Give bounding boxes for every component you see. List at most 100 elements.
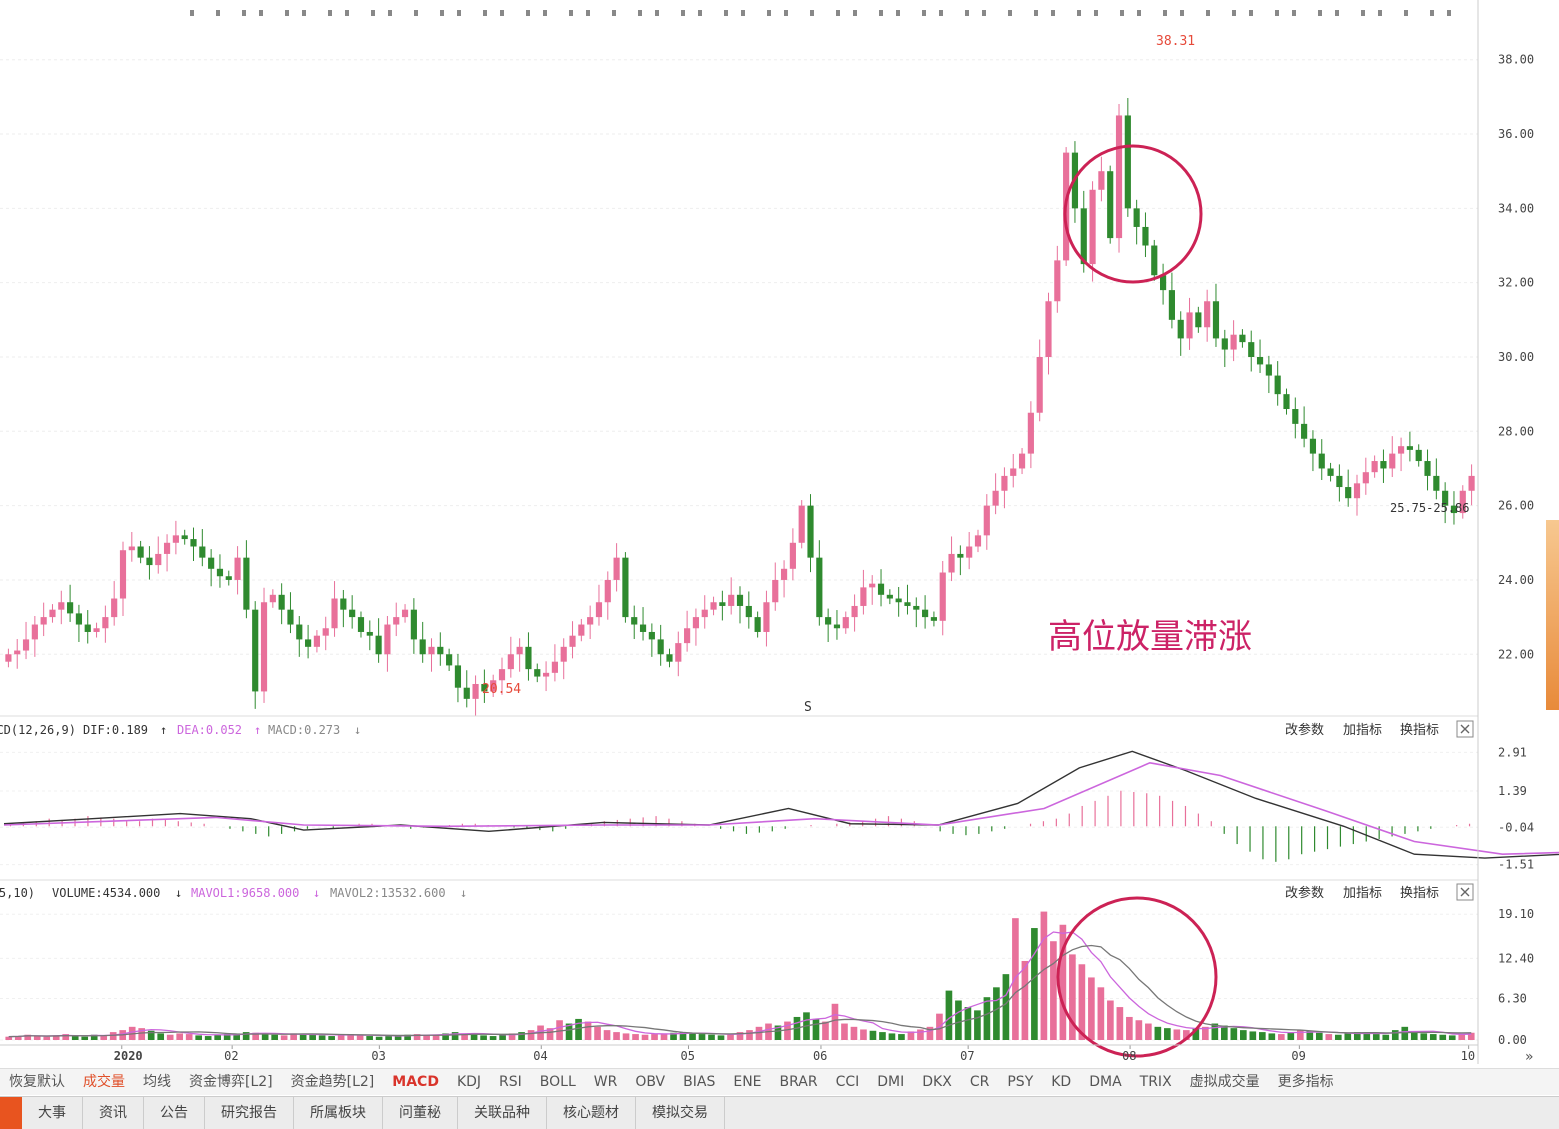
- event-marker: [242, 10, 246, 16]
- vol-title: VOL(5,10): [0, 886, 35, 900]
- tab-volume[interactable]: 成交量: [83, 1074, 125, 1090]
- tab-brar[interactable]: BRAR: [779, 1074, 818, 1090]
- tab-cci[interactable]: CCI: [835, 1074, 860, 1090]
- volume-bar: [1401, 1026, 1409, 1040]
- news-tab-core-theme[interactable]: 核心题材: [547, 1097, 636, 1129]
- tab-kdj[interactable]: KDJ: [456, 1074, 482, 1090]
- candle-body: [886, 594, 893, 599]
- vol-link-switch-indicator[interactable]: 换指标: [1400, 886, 1439, 901]
- candle-body: [798, 505, 805, 543]
- tab-virtual-volume[interactable]: 虚拟成交量: [1189, 1074, 1260, 1090]
- candle-body: [1168, 290, 1175, 320]
- news-tab-simulated-trading[interactable]: 模拟交易: [636, 1097, 725, 1129]
- volume-bar: [641, 1034, 649, 1040]
- volume-bar: [366, 1036, 373, 1040]
- vol-tick-label: 12.40: [1498, 951, 1534, 965]
- volume-bar: [81, 1036, 89, 1040]
- volume-bar: [1088, 977, 1095, 1040]
- tab-fund-trend[interactable]: 资金趋势[L2]: [290, 1074, 375, 1090]
- tab-boll[interactable]: BOLL: [539, 1074, 576, 1090]
- tab-ene[interactable]: ENE: [733, 1074, 762, 1090]
- x-tick-label: 09: [1291, 1049, 1305, 1063]
- vol-link-edit-params[interactable]: 改参数: [1285, 885, 1324, 901]
- candle-body: [1442, 490, 1449, 506]
- candle-body: [701, 609, 708, 618]
- volume-bar: [1221, 1025, 1228, 1040]
- volume-bar: [204, 1036, 212, 1040]
- x-axis: 2020 02 03 04 05 06 07 08 09 10: [0, 1044, 1478, 1063]
- volume-bar: [746, 1030, 753, 1040]
- candle-body: [111, 598, 118, 618]
- tab-dmi[interactable]: DMI: [877, 1074, 905, 1090]
- volume-bar: [1325, 1034, 1333, 1040]
- volume-bar: [1002, 974, 1010, 1040]
- macd-link-switch-indicator[interactable]: 换指标: [1400, 723, 1439, 738]
- candle-body: [1239, 334, 1246, 343]
- macd-link-add-indicator[interactable]: 加指标: [1343, 723, 1382, 738]
- volume-bar: [1145, 1023, 1152, 1040]
- volume-bar: [90, 1034, 98, 1040]
- candle-body: [710, 602, 717, 610]
- x-tick-label: 06: [813, 1049, 827, 1063]
- vol-link-add-indicator[interactable]: 加指标: [1343, 886, 1382, 901]
- news-tab-announcements[interactable]: 公告: [144, 1097, 205, 1129]
- news-tab-ask-secretary[interactable]: 问董秘: [383, 1097, 458, 1129]
- candle-body: [939, 572, 946, 621]
- tab-rsi[interactable]: RSI: [499, 1074, 522, 1090]
- event-marker: [1137, 10, 1141, 16]
- macd-link-edit-params[interactable]: 改参数: [1285, 722, 1324, 738]
- volume-bar: [651, 1034, 658, 1040]
- tab-bias[interactable]: BIAS: [683, 1074, 716, 1090]
- volume-bar: [860, 1029, 867, 1040]
- tab-more-indicators[interactable]: 更多指标: [1277, 1074, 1334, 1090]
- tab-dma[interactable]: DMA: [1089, 1074, 1122, 1090]
- macd-close-icon[interactable]: [1456, 720, 1474, 738]
- volume-bar: [242, 1032, 250, 1040]
- vol-close-icon[interactable]: [1456, 883, 1474, 901]
- news-tab-sector[interactable]: 所属板块: [294, 1097, 383, 1129]
- candle-body: [1027, 412, 1034, 454]
- vol-tick-label: 19.10: [1498, 907, 1534, 921]
- tab-fund-game[interactable]: 资金博弈[L2]: [189, 1074, 273, 1090]
- candle-body: [807, 505, 814, 558]
- candle-body: [1204, 301, 1211, 328]
- tab-dkx[interactable]: DKX: [922, 1074, 952, 1090]
- volume-bar: [1439, 1034, 1447, 1040]
- panel-toggle-button[interactable]: [0, 1097, 22, 1129]
- event-marker: [526, 10, 530, 16]
- tab-cr[interactable]: CR: [969, 1074, 990, 1090]
- news-tab-info[interactable]: 资讯: [83, 1097, 144, 1129]
- volume-bar: [1059, 924, 1067, 1040]
- volume-bar: [1107, 1000, 1114, 1040]
- candle-body: [1301, 423, 1308, 439]
- tab-trix[interactable]: TRIX: [1139, 1074, 1172, 1090]
- news-tab-events[interactable]: 大事: [22, 1097, 83, 1129]
- tab-obv[interactable]: OBV: [635, 1074, 666, 1090]
- candle-body: [225, 576, 232, 580]
- tab-kd[interactable]: KD: [1051, 1074, 1072, 1090]
- volume-bar: [660, 1033, 668, 1040]
- tab-macd[interactable]: MACD: [392, 1074, 439, 1090]
- news-tab-related[interactable]: 关联品种: [458, 1097, 547, 1129]
- volume-bar: [1078, 964, 1086, 1040]
- volume-bar: [14, 1036, 22, 1040]
- candle-body: [216, 568, 224, 577]
- candle-body: [163, 542, 171, 554]
- volume-bar: [1391, 1030, 1399, 1040]
- tab-psy[interactable]: PSY: [1007, 1074, 1034, 1090]
- volume-bar: [993, 987, 1000, 1040]
- news-tab-research[interactable]: 研究报告: [205, 1097, 294, 1129]
- candle-body: [516, 646, 523, 655]
- volume-bar: [1467, 1032, 1475, 1040]
- high-volume-circle-vol: [1056, 896, 1218, 1058]
- volume-bar: [822, 1021, 829, 1040]
- tab-restore-default[interactable]: 恢复默认: [9, 1074, 65, 1090]
- candle-body: [957, 553, 964, 558]
- tab-ma[interactable]: 均线: [143, 1074, 171, 1090]
- candle-body: [974, 535, 982, 547]
- volume-bar: [755, 1026, 763, 1040]
- side-panel-edge: [1546, 520, 1559, 710]
- candle-body: [622, 557, 629, 618]
- scroll-right-icon[interactable]: »: [1525, 1049, 1534, 1065]
- tab-wr[interactable]: WR: [593, 1074, 618, 1090]
